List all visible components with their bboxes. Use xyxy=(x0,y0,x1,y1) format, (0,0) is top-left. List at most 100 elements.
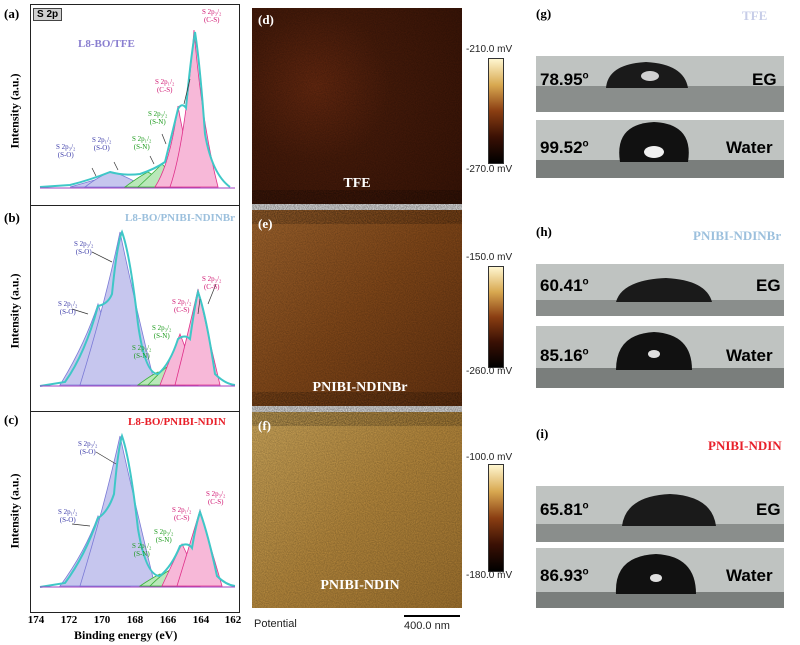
droplet-g-water xyxy=(536,122,784,178)
xps-ylabel-a: Intensity (a.u.) xyxy=(7,73,22,149)
xps-c-ann-cs-12: S 2p₁/₂ (C-S) xyxy=(172,506,192,522)
xps-b-ann-so-12: S 2p₁/₂ (S-O) xyxy=(58,300,78,316)
panel-label-e: (e) xyxy=(258,216,273,231)
panel-label-c: (c) xyxy=(4,412,19,427)
xtick-166: 166 xyxy=(159,614,177,626)
colorbar-e-bottom: -260.0 mV xyxy=(466,366,513,377)
xps-b-ann-cs-32: S 2p₃/₂ (C-S) xyxy=(202,275,222,291)
peak-b-so-12 xyxy=(79,231,156,386)
droplet-h-eg xyxy=(536,278,784,316)
ca-liquid-i-water: Water xyxy=(726,566,773,585)
colorbar-d-bottom: -270.0 mV xyxy=(466,164,513,175)
ca-angle-h-eg: 60.41o xyxy=(540,276,589,295)
xps-c-ann-sn-32: S 2p₃/₂ (S-N) xyxy=(154,528,174,544)
scale-bar-label: 400.0 nm xyxy=(404,620,450,632)
colorbar-d xyxy=(488,58,504,164)
scale-bar xyxy=(404,615,460,617)
degree-symbol: o xyxy=(582,500,589,512)
colorbar-d-top: -210.0 mV xyxy=(466,44,513,55)
xps-xlabel: Binding energy (eV) xyxy=(74,628,178,642)
xps-c-ann-cs-32: S 2p₃/₂ (C-S) xyxy=(206,490,226,506)
xps-a-ann-so-32: S 2p₃/₂ (S-O) xyxy=(56,143,76,159)
droplet-i-eg xyxy=(536,494,784,542)
droplet-i-water xyxy=(536,554,784,608)
xtick-168: 168 xyxy=(126,614,144,626)
ca-angle-g-water: 99.52o xyxy=(540,138,589,157)
xtick-172: 172 xyxy=(60,614,78,626)
colorbar-e xyxy=(488,266,504,368)
envelope-a xyxy=(39,31,231,188)
ca-liquid-h-eg: EG xyxy=(756,276,781,295)
ca-angle-g-eg: 78.95o xyxy=(540,70,589,89)
xps-a-ann-so-12: S 2p₁/₂ (S-O) xyxy=(92,136,112,152)
panel-label-b: (b) xyxy=(4,210,20,225)
degree-symbol: o xyxy=(582,566,589,578)
xps-c-fits xyxy=(39,432,236,588)
ca-angle-h-water: 85.16o xyxy=(540,346,589,365)
degree-symbol: o xyxy=(582,138,589,150)
degree-symbol: o xyxy=(582,346,589,358)
afm-footer-label: Potential xyxy=(254,618,297,630)
xps-ylabel-c: Intensity (a.u.) xyxy=(7,473,22,549)
panel-label-d: (d) xyxy=(258,12,274,27)
ca-image-h-water xyxy=(536,326,784,388)
ca-angle-i-water: 86.93o xyxy=(540,566,589,585)
xtick-162: 162 xyxy=(224,614,242,626)
xps-c-ann-so-12: S 2p₁/₂ (S-O) xyxy=(58,508,78,524)
droplet-g-eg xyxy=(536,62,784,112)
xtick-164: 164 xyxy=(192,614,210,626)
xps-a-ann-cs-12: S 2p₁/₂ (C-S) xyxy=(155,78,175,94)
envelope-b xyxy=(39,229,236,387)
xtick-170: 170 xyxy=(93,614,111,626)
panel-label-f: (f) xyxy=(258,418,271,433)
xps-a-ann-sn-32: S 2p₃/₂ (S-N) xyxy=(148,110,168,126)
ca-liquid-i-eg: EG xyxy=(756,500,781,519)
xps-sample-a: L8-BO/TFE xyxy=(78,38,135,50)
envelope-c xyxy=(39,432,236,588)
degree-symbol: o xyxy=(582,70,589,82)
panel-label-g: (g) xyxy=(536,6,552,21)
xps-b-fits xyxy=(39,229,236,387)
xps-b-ann-sn-12: S 2p₁/₂ (S-N) xyxy=(132,344,152,360)
colorbar-e-top: -150.0 mV xyxy=(466,252,513,263)
colorbar-f-top: -100.0 mV xyxy=(466,452,513,463)
afm-noise xyxy=(252,8,462,608)
xps-a-ann-sn-12: S 2p₁/₂ (S-N) xyxy=(132,135,152,151)
ca-liquid-h-water: Water xyxy=(726,346,773,365)
ca-sample-i: PNIBI-NDIN xyxy=(708,438,782,453)
xtick-174: 174 xyxy=(27,614,45,626)
xps-ylabel-b: Intensity (a.u.) xyxy=(7,273,22,349)
xps-b-ann-so-32: S 2p₃/₂ (S-O) xyxy=(74,240,94,256)
afm-sample-e: PNIBI-NDINBr xyxy=(312,380,408,395)
xps-b-ann-cs-12: S 2p₁/₂ (C-S) xyxy=(172,298,192,314)
ca-image-h-eg xyxy=(536,264,784,316)
ca-liquid-g-eg: EG xyxy=(752,70,777,89)
colorbar-f-bottom: -180.0 mV xyxy=(466,570,513,581)
colorbar-f xyxy=(488,464,504,572)
xps-spectra xyxy=(39,29,236,588)
panel-label-h: (h) xyxy=(536,224,552,239)
panel-label-i: (i) xyxy=(536,426,549,441)
panel-label-a: (a) xyxy=(4,6,20,21)
ca-sample-h: PNIBI-NDINBr xyxy=(693,228,782,243)
ca-image-g-water xyxy=(536,120,784,178)
xps-c-ann-sn-12: S 2p₁/₂ (S-N) xyxy=(132,542,152,558)
peak-b-cs-32 xyxy=(174,288,221,386)
degree-symbol: o xyxy=(582,276,589,288)
peak-c-so-12 xyxy=(79,435,156,587)
xps-sample-c: L8-BO/PNIBI-NDIN xyxy=(128,416,226,428)
droplet-h-water xyxy=(536,332,784,388)
s2p-badge: S 2p xyxy=(33,8,63,21)
xps-b-ann-sn-32: S 2p₃/₂ (S-N) xyxy=(152,324,172,340)
ca-sample-g: TFE xyxy=(742,8,768,23)
ca-image-i-water xyxy=(536,548,784,608)
xps-a-ann-cs-32: S 2p₃/₂ (C-S) xyxy=(202,8,222,24)
ca-image-i-eg xyxy=(536,486,784,542)
ca-image-g-eg xyxy=(536,56,784,112)
xps-sample-b: L8-BO/PNIBI-NDINBr xyxy=(125,212,236,224)
afm-sample-d: TFE xyxy=(343,176,371,191)
ca-angle-i-eg: 65.81o xyxy=(540,500,589,519)
xps-c-ann-so-32: S 2p₃/₂ (S-O) xyxy=(78,440,98,456)
xps-a-fits xyxy=(39,29,235,189)
afm-sample-f: PNIBI-NDIN xyxy=(320,578,400,593)
